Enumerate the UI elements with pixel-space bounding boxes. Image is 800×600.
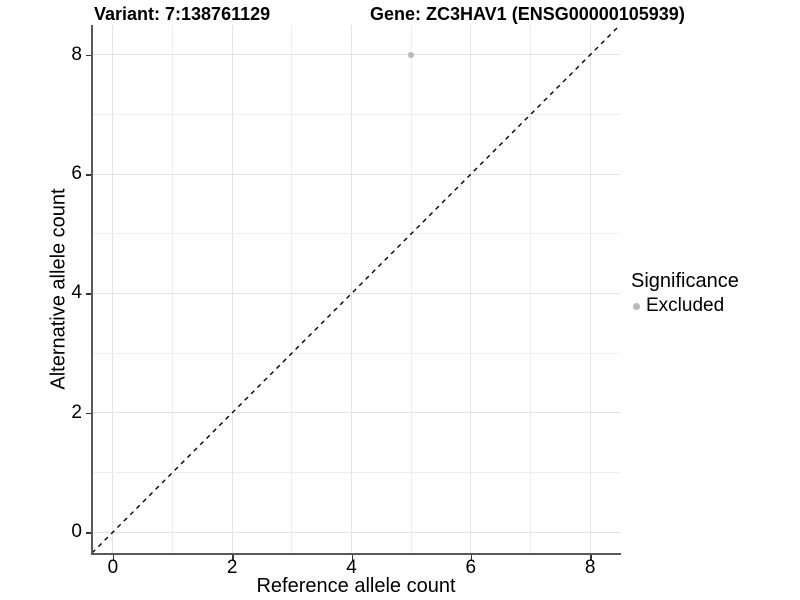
y-tick-mark bbox=[86, 412, 91, 415]
y-tick-mark bbox=[86, 532, 91, 534]
y-axis-line bbox=[91, 25, 93, 555]
x-tick-mark bbox=[470, 555, 473, 560]
y-tick-mark bbox=[86, 293, 91, 295]
x-tick-mark bbox=[590, 555, 592, 560]
grid-minor-horizontal bbox=[92, 113, 620, 115]
grid-minor-horizontal bbox=[92, 352, 620, 354]
x-tick-mark bbox=[112, 555, 115, 560]
legend-title: Significance bbox=[631, 270, 739, 292]
legend-item-label: Excluded bbox=[646, 295, 725, 316]
y-tick-label: 6 bbox=[71, 163, 82, 185]
grid-minor-horizontal bbox=[92, 471, 620, 473]
grid-major-horizontal bbox=[92, 54, 620, 56]
x-tick-label: 6 bbox=[465, 557, 477, 578]
plot-panel bbox=[91, 24, 621, 554]
grid-minor-vertical bbox=[291, 25, 293, 553]
y-tick-label: 2 bbox=[71, 401, 82, 423]
grid-minor-vertical bbox=[530, 25, 531, 553]
plot-title-variant: Variant: 7:138761129 bbox=[94, 4, 271, 24]
x-tick-label: 4 bbox=[346, 557, 357, 578]
legend: Significance Excluded bbox=[630, 270, 739, 317]
legend-item-excluded: Excluded bbox=[633, 295, 739, 317]
plot-title-gene: Gene: ZC3HAV1 (ENSG00000105939) bbox=[370, 4, 685, 24]
x-tick-label: 2 bbox=[226, 557, 238, 578]
y-tick-label: 4 bbox=[71, 282, 82, 304]
grid-minor-vertical bbox=[172, 25, 174, 553]
grid-major-vertical bbox=[231, 25, 233, 553]
grid-major-horizontal bbox=[92, 531, 620, 533]
x-tick-mark bbox=[232, 555, 234, 560]
x-tick-label: 8 bbox=[584, 557, 596, 578]
grid-major-vertical bbox=[112, 25, 114, 553]
x-axis-line bbox=[92, 553, 621, 555]
grid-minor-horizontal bbox=[92, 233, 620, 235]
grid-major-horizontal bbox=[92, 173, 620, 175]
x-tick-label: 0 bbox=[107, 557, 119, 578]
y-tick-mark bbox=[86, 174, 91, 176]
data-point bbox=[408, 51, 415, 58]
x-axis-title: Reference allele count bbox=[256, 575, 456, 597]
legend-point-icon bbox=[633, 302, 640, 310]
grid-major-horizontal bbox=[92, 412, 620, 414]
y-tick-label: 0 bbox=[71, 521, 82, 543]
grid-major-vertical bbox=[470, 25, 472, 553]
grid-major-vertical bbox=[351, 25, 353, 553]
y-axis-title: Alternative allele count bbox=[47, 188, 70, 390]
grid-major-vertical bbox=[589, 25, 591, 553]
grid-major-horizontal bbox=[92, 292, 620, 294]
identity-line bbox=[91, 24, 621, 554]
y-tick-mark bbox=[86, 54, 91, 57]
x-tick-mark bbox=[351, 555, 354, 560]
grid-minor-vertical bbox=[410, 25, 412, 553]
y-tick-label: 8 bbox=[71, 43, 82, 65]
